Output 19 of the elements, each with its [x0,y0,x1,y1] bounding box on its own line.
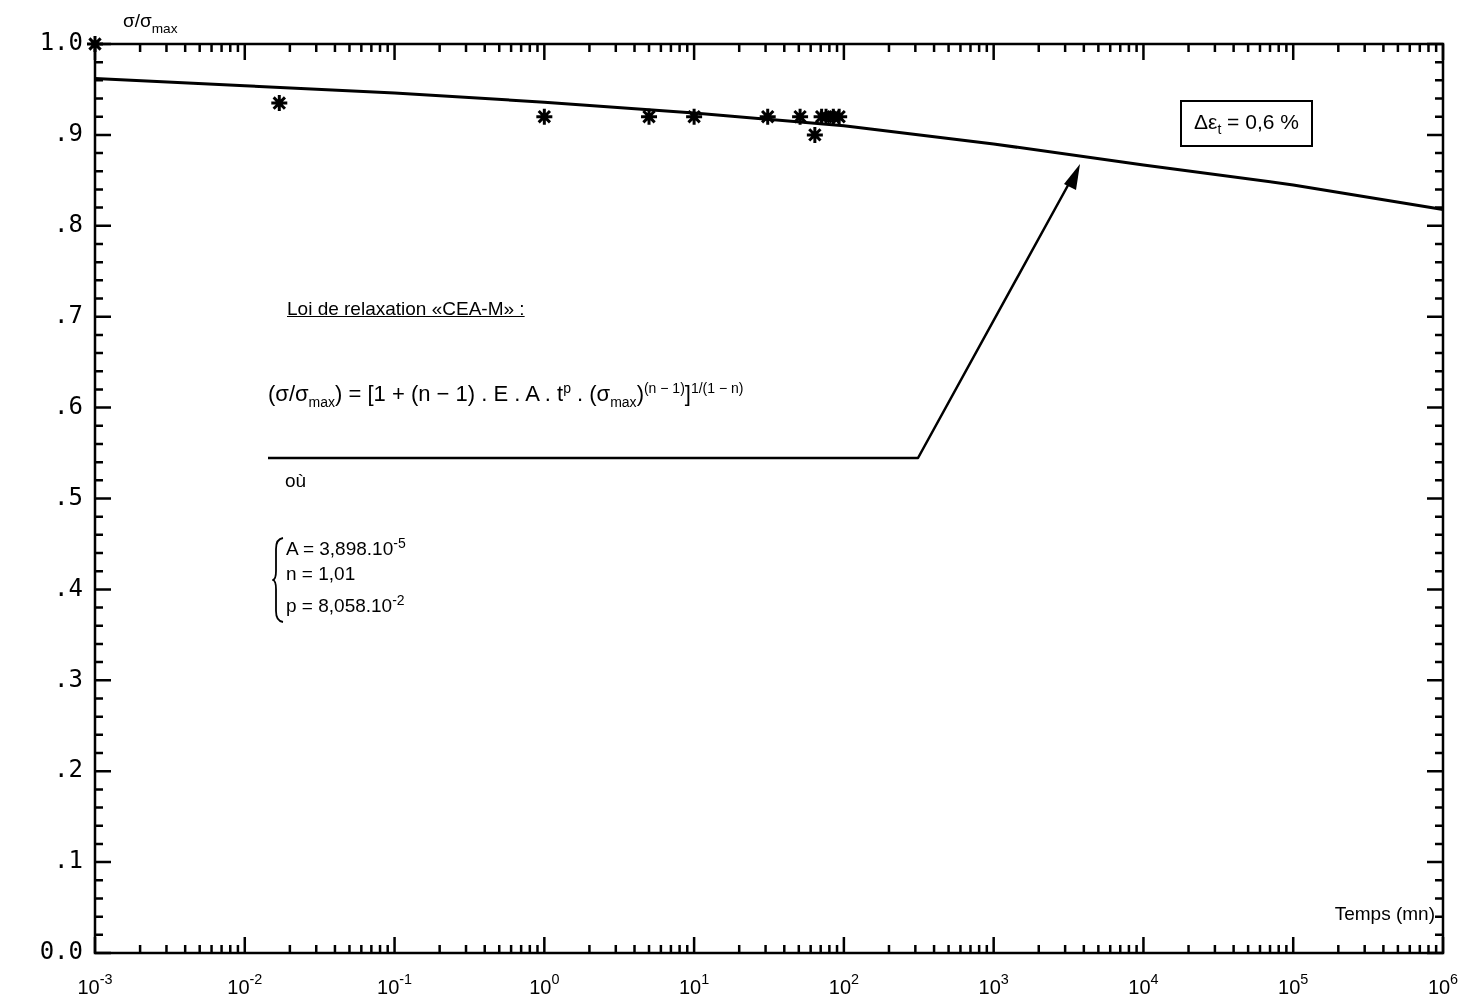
y-tick-label: .2 [54,755,84,784]
y-tick-label: .7 [54,300,84,329]
y-tick-label: .1 [54,846,84,875]
text: (σ/σ$_{max}$) = [1 + (n − 1) . E . A . t$^{p}$ . (σ$_{max}$)$^{(n − 1)}$]$^{1/(1 − n)}$ [268,380,744,410]
annotation: A = 3,898.10$^{-5}$ [286,535,406,561]
y-tick-label: 1.0 [39,28,84,57]
annotation: n = 1,01 [286,563,356,585]
y-tick-label: 0.0 [39,937,84,966]
y-tick-label: .6 [54,391,84,420]
y-tick-label: .8 [54,210,84,239]
y-tick-label: .4 [54,573,84,602]
y-tick-label: .9 [54,119,84,148]
y-tick-label: .5 [54,482,84,511]
annotation: p = 8,058.10$^{-2}$ [286,592,405,618]
x-axis-title: Temps (mn) [1334,903,1436,925]
annotation: Loi de relaxation «CEA-M» : [287,298,525,320]
annotation: Δε$_{t}$ = 0,6 % [1180,100,1313,148]
annotation: où [285,470,307,492]
y-tick-label: .3 [54,664,84,693]
